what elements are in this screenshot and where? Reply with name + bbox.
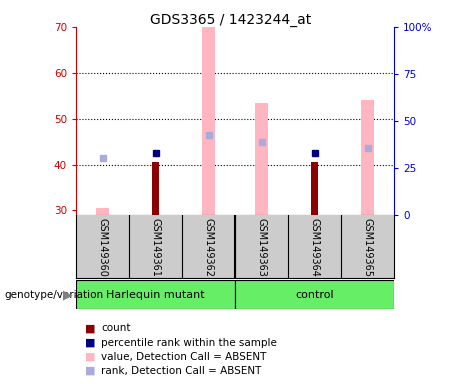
Text: value, Detection Call = ABSENT: value, Detection Call = ABSENT: [101, 352, 267, 362]
Text: ■: ■: [85, 366, 96, 376]
Text: GDS3365 / 1423244_at: GDS3365 / 1423244_at: [150, 13, 311, 27]
Text: rank, Detection Call = ABSENT: rank, Detection Call = ABSENT: [101, 366, 262, 376]
Text: GSM149364: GSM149364: [310, 218, 319, 277]
Bar: [361, 100, 374, 215]
Bar: [153, 162, 159, 215]
Text: ■: ■: [85, 338, 96, 348]
Text: GSM149362: GSM149362: [204, 218, 213, 277]
Text: GSM149361: GSM149361: [151, 218, 160, 277]
Bar: [255, 103, 268, 215]
Text: GSM149365: GSM149365: [363, 218, 372, 277]
Bar: [235, 280, 394, 309]
Text: ▶: ▶: [64, 288, 73, 301]
Text: GSM149360: GSM149360: [98, 218, 107, 277]
Text: percentile rank within the sample: percentile rank within the sample: [101, 338, 278, 348]
Bar: [312, 162, 318, 215]
Bar: [76, 280, 235, 309]
Bar: [202, 27, 215, 215]
Text: Harlequin mutant: Harlequin mutant: [106, 290, 205, 300]
Text: ■: ■: [85, 323, 96, 333]
Text: count: count: [101, 323, 131, 333]
Text: genotype/variation: genotype/variation: [5, 290, 104, 300]
Bar: [96, 208, 109, 215]
Text: GSM149363: GSM149363: [257, 218, 266, 277]
Text: ■: ■: [85, 352, 96, 362]
Text: control: control: [296, 290, 334, 300]
